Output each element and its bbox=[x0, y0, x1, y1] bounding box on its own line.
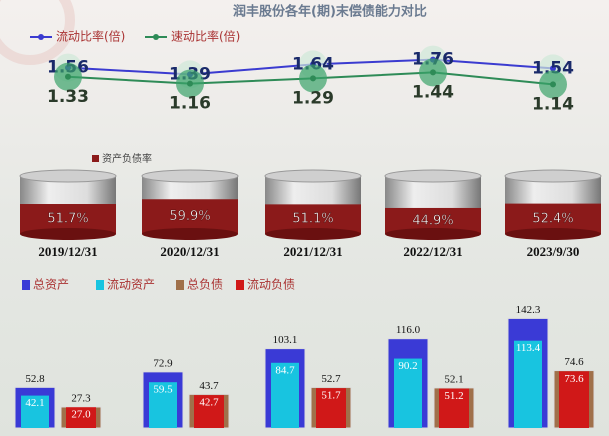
data-label: 52.4% bbox=[532, 211, 573, 226]
legend-marker bbox=[38, 34, 44, 40]
cylinder-top bbox=[19, 169, 117, 183]
bar bbox=[66, 407, 96, 428]
data-label: 52.7 bbox=[321, 373, 341, 385]
data-label: 1.44 bbox=[412, 82, 454, 102]
legend-marker bbox=[153, 34, 159, 40]
cylinder-bottom bbox=[265, 228, 361, 240]
legend-label: 流动负债 bbox=[247, 278, 295, 292]
point bbox=[310, 75, 316, 82]
category-label: 2022/12/31 bbox=[403, 244, 462, 259]
data-label: 51.7 bbox=[321, 390, 341, 402]
cylinder-top bbox=[141, 169, 239, 183]
cylinder-top bbox=[384, 169, 482, 183]
legend-marker bbox=[176, 280, 184, 290]
legend-marker bbox=[92, 155, 99, 162]
data-label: 43.7 bbox=[199, 380, 219, 392]
data-label: 59.5 bbox=[153, 384, 173, 396]
legend-label: 总负债 bbox=[187, 278, 223, 292]
category-label: 2019/12/31 bbox=[38, 244, 97, 259]
data-label: 42.1 bbox=[25, 397, 44, 409]
data-label: 1.29 bbox=[292, 88, 334, 108]
legend-label: 流动比率(倍) bbox=[56, 29, 125, 44]
data-label: 103.1 bbox=[273, 334, 298, 346]
point bbox=[430, 69, 436, 76]
legend-label: 总资产 bbox=[33, 278, 69, 292]
data-label: 142.3 bbox=[516, 304, 541, 316]
data-label: 27.0 bbox=[71, 409, 91, 421]
category-label: 2021/12/31 bbox=[283, 244, 342, 259]
data-label: 51.2 bbox=[444, 390, 463, 402]
data-label: 72.9 bbox=[153, 357, 173, 369]
bar bbox=[439, 388, 469, 428]
point bbox=[550, 81, 556, 88]
point bbox=[187, 80, 193, 87]
bar bbox=[149, 382, 177, 428]
cylinder-top bbox=[504, 169, 602, 183]
data-label: 27.3 bbox=[71, 393, 91, 405]
bar bbox=[194, 395, 224, 428]
cylinder-bottom bbox=[385, 228, 481, 240]
cylinder-top bbox=[264, 169, 362, 183]
data-label: 73.6 bbox=[564, 373, 584, 385]
data-label: 51.7% bbox=[47, 212, 88, 227]
data-label: 84.7 bbox=[275, 364, 295, 376]
data-label: 90.2 bbox=[398, 360, 417, 372]
chart-title: 润丰股份各年(期)末偿债能力对比 bbox=[233, 4, 427, 20]
data-label: 113.4 bbox=[516, 342, 541, 354]
legend-label: 资产负债率 bbox=[102, 152, 152, 165]
data-label: 51.1% bbox=[292, 212, 333, 227]
data-label: 42.7 bbox=[199, 397, 219, 409]
data-label: 1.54 bbox=[532, 58, 574, 78]
category-label: 2020/12/31 bbox=[160, 244, 219, 259]
point bbox=[65, 73, 71, 80]
category-label: 2023/9/30 bbox=[527, 244, 580, 259]
legend-marker bbox=[236, 280, 244, 290]
legend-marker bbox=[96, 280, 104, 290]
data-label: 44.9% bbox=[412, 213, 453, 228]
data-label: 116.0 bbox=[396, 324, 421, 336]
data-label: 52.1 bbox=[444, 373, 463, 385]
data-label: 59.9% bbox=[169, 209, 210, 224]
bar bbox=[316, 388, 346, 428]
point bbox=[550, 65, 556, 72]
bar bbox=[394, 358, 422, 428]
data-label: 74.6 bbox=[564, 356, 584, 368]
legend-marker bbox=[22, 280, 30, 290]
data-label: 1.14 bbox=[532, 94, 574, 114]
data-label: 1.33 bbox=[47, 87, 89, 107]
data-label: 52.8 bbox=[25, 373, 45, 385]
cylinder-bottom bbox=[505, 228, 601, 240]
bar bbox=[271, 362, 299, 428]
bar bbox=[21, 395, 49, 428]
cylinder-bottom bbox=[20, 228, 116, 240]
cylinder-bottom bbox=[142, 228, 238, 240]
bar bbox=[559, 371, 589, 428]
bar bbox=[514, 340, 542, 428]
legend-label: 速动比率(倍) bbox=[171, 29, 240, 44]
decoration bbox=[0, 0, 75, 65]
data-label: 1.16 bbox=[169, 94, 211, 114]
legend-label: 流动资产 bbox=[107, 278, 155, 292]
